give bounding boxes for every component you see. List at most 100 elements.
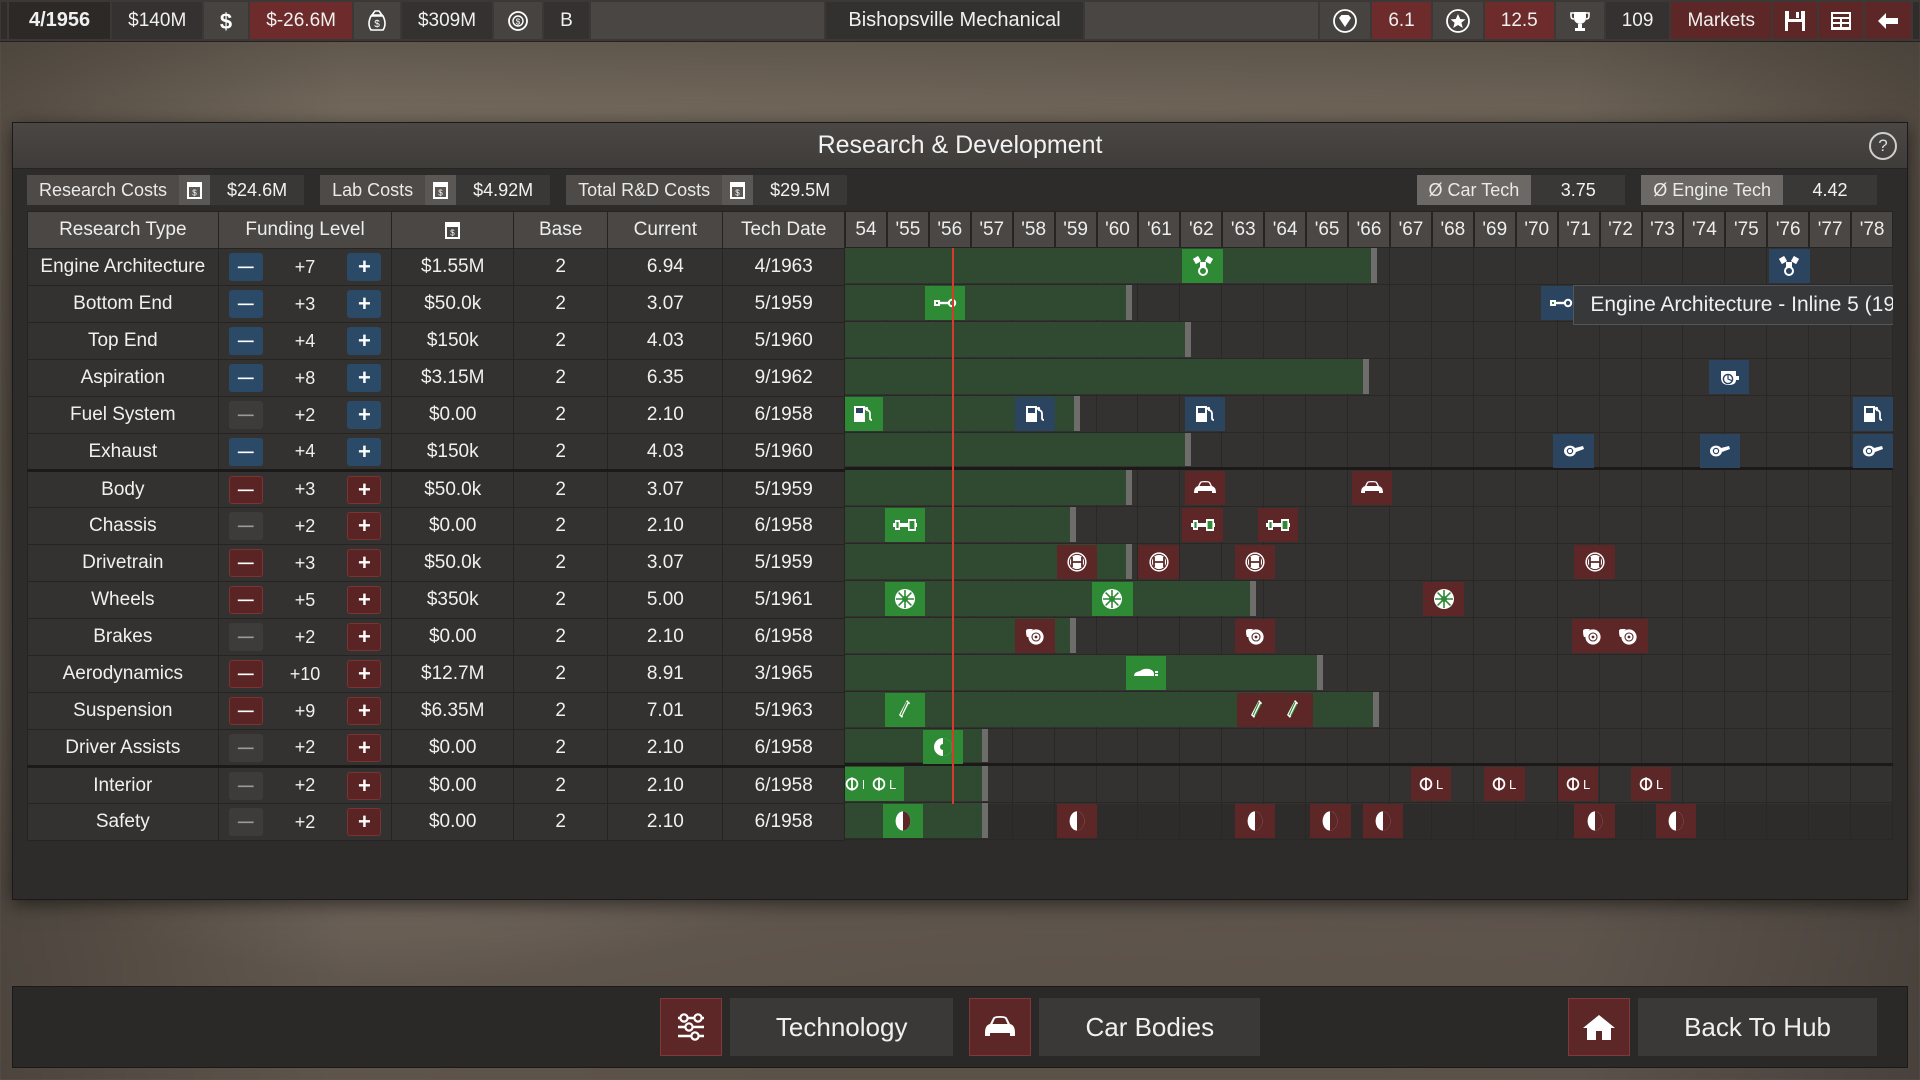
increase-funding-button[interactable]: + [347,290,382,318]
decrease-funding-button[interactable]: ─ [228,660,263,688]
tech-milestone-marker[interactable] [1014,619,1055,653]
tech-milestone-marker[interactable] [1769,249,1810,283]
tech-milestone-marker[interactable] [1423,582,1464,616]
tech-milestone-marker[interactable] [1184,397,1225,431]
car-bodies-button-label[interactable]: Car Bodies [1039,998,1261,1056]
increase-funding-button[interactable]: + [347,623,382,651]
decrease-funding-button[interactable]: ─ [228,733,263,762]
tech-milestone-marker[interactable] [1125,656,1167,690]
table-row[interactable]: Bottom End ─ +3 + $50.0k 2 3.07 5/1959 [27,285,845,323]
tech-milestone-marker[interactable] [1182,508,1223,542]
back-to-hub-button-label[interactable]: Back To Hub [1638,998,1877,1056]
tech-milestone-marker[interactable] [1234,804,1276,838]
table-row[interactable]: Interior ─ +2 + $0.00 2 2.10 6/1958 [27,766,845,804]
table-row[interactable]: Drivetrain ─ +3 + $50.0k 2 3.07 5/1959 [27,544,845,582]
back-to-hub-button-group[interactable]: Back To Hub [1568,998,1877,1056]
increase-funding-button[interactable]: + [347,660,382,688]
table-row[interactable]: Fuel System ─ +2 + $0.00 2 2.10 6/1958 [27,396,845,434]
tech-milestone-marker[interactable] [1853,397,1893,431]
decrease-funding-button[interactable]: ─ [228,437,263,466]
tech-milestone-marker[interactable] [882,804,923,838]
tech-milestone-marker[interactable] [1310,804,1351,838]
increase-funding-button[interactable]: + [347,512,382,540]
tech-milestone-marker[interactable] [884,693,926,727]
tech-milestone-marker[interactable] [884,582,926,616]
decrease-funding-button[interactable]: ─ [228,623,263,651]
home-icon[interactable] [1568,998,1631,1056]
tech-milestone-marker[interactable] [884,508,926,542]
tech-milestone-marker[interactable] [845,397,884,431]
sliders-icon[interactable] [659,998,722,1056]
increase-funding-button[interactable]: + [347,437,382,466]
help-question-icon[interactable]: ? [1869,131,1897,160]
save-disk-icon[interactable] [1773,2,1818,39]
tech-milestone-marker[interactable] [1056,545,1097,579]
reports-icon[interactable] [1819,2,1864,39]
tech-milestone-marker[interactable] [1056,804,1097,838]
table-row[interactable]: Body ─ +3 + $50.0k 2 3.07 5/1959 [27,470,845,508]
tech-milestone-marker[interactable] [1574,804,1615,838]
decrease-funding-button[interactable]: ─ [228,697,263,725]
tech-milestone-marker[interactable]: L [863,767,905,801]
tech-milestone-marker[interactable] [1236,693,1278,727]
decrease-funding-button[interactable]: ─ [228,586,263,614]
tech-milestone-marker[interactable] [1234,619,1276,653]
decrease-funding-button[interactable]: ─ [228,475,263,504]
tech-milestone-marker[interactable] [1656,804,1697,838]
table-row[interactable]: Brakes ─ +2 + $0.00 2 2.10 6/1958 [27,618,845,656]
decrease-funding-button[interactable]: ─ [228,327,263,355]
tech-milestone-marker[interactable] [1138,545,1179,579]
tech-milestone-marker[interactable] [1553,434,1594,468]
timeline-grid[interactable]: LLLLLL [845,248,1893,840]
decrease-funding-button[interactable]: ─ [228,771,263,800]
tech-milestone-marker[interactable] [1574,545,1615,579]
tech-milestone-marker[interactable] [1362,804,1403,838]
increase-funding-button[interactable]: + [347,401,382,429]
increase-funding-button[interactable]: + [347,697,382,725]
table-row[interactable]: Suspension ─ +9 + $6.35M 2 7.01 5/1963 [27,692,845,730]
tech-milestone-marker[interactable]: L [1484,767,1525,801]
increase-funding-button[interactable]: + [347,808,382,836]
decrease-funding-button[interactable]: ─ [228,364,263,392]
tech-milestone-marker[interactable] [1234,545,1276,579]
increase-funding-button[interactable]: + [347,475,382,504]
increase-funding-button[interactable]: + [347,771,382,800]
table-row[interactable]: Driver Assists ─ +2 + $0.00 2 2.10 6/1958 [27,729,845,768]
table-row[interactable]: Engine Architecture ─ +7 + $1.55M 2 6.94 4/1963 [27,248,845,286]
table-row[interactable]: Aerodynamics ─ +10 + $12.7M 2 8.91 3/1965 [27,655,845,693]
tech-milestone-marker[interactable]: L [1631,767,1672,801]
tech-milestone-marker[interactable] [1708,360,1749,394]
technology-button-label[interactable]: Technology [729,998,954,1056]
technology-button-group[interactable]: Technology [659,998,954,1056]
tech-milestone-marker[interactable] [1182,249,1223,283]
car-body-icon[interactable] [969,998,1032,1056]
tech-milestone-marker[interactable] [1184,471,1225,505]
car-bodies-button-group[interactable]: Car Bodies [969,998,1261,1056]
increase-funding-button[interactable]: + [347,586,382,614]
decrease-funding-button[interactable]: ─ [228,808,263,836]
tech-milestone-marker[interactable] [1092,582,1133,616]
table-row[interactable]: Aspiration ─ +8 + $3.15M 2 6.35 9/1962 [27,359,845,397]
tech-milestone-marker[interactable] [1700,434,1741,468]
table-row[interactable]: Safety ─ +2 + $0.00 2 2.10 6/1958 [27,803,845,841]
tech-milestone-marker[interactable] [924,286,965,320]
tech-milestone-marker[interactable] [1257,508,1299,542]
tech-milestone-marker[interactable] [1607,619,1649,653]
tech-milestone-marker[interactable] [1853,434,1893,468]
tech-milestone-marker[interactable] [922,730,963,764]
decrease-funding-button[interactable]: ─ [228,549,263,577]
tech-milestone-marker[interactable]: L [1557,767,1598,801]
back-arrow-icon[interactable] [1865,2,1912,39]
tech-milestone-marker[interactable] [1014,397,1055,431]
table-row[interactable]: Chassis ─ +2 + $0.00 2 2.10 6/1958 [27,507,845,545]
tech-milestone-marker[interactable] [1352,471,1393,505]
table-row[interactable]: Top End ─ +4 + $150k 2 4.03 5/1960 [27,322,845,360]
tech-milestone-marker[interactable] [1272,693,1313,727]
decrease-funding-button[interactable]: ─ [228,512,263,540]
markets-button[interactable]: Markets [1671,2,1772,39]
tech-milestone-marker[interactable] [1572,619,1613,653]
table-row[interactable]: Exhaust ─ +4 + $150k 2 4.03 5/1960 [27,433,845,472]
increase-funding-button[interactable]: + [347,733,382,762]
decrease-funding-button[interactable]: ─ [228,290,263,318]
decrease-funding-button[interactable]: ─ [228,253,263,281]
